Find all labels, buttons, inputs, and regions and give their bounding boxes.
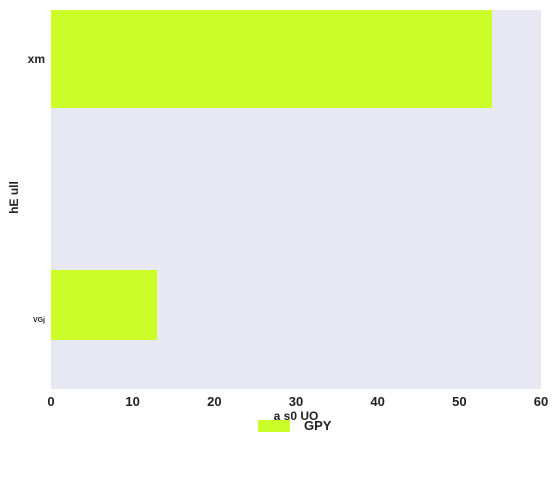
legend-label: GPY [304, 418, 332, 433]
bar-VGj [51, 270, 158, 340]
x-tick-label-60: 60 [534, 394, 548, 409]
bar-xm [51, 10, 492, 108]
y-tick-label-xm: xm [28, 52, 45, 66]
x-tick-label-10: 10 [125, 394, 139, 409]
x-tick-label-50: 50 [452, 394, 466, 409]
legend: GPY [258, 418, 331, 433]
legend-swatch [258, 419, 290, 432]
y-tick-label-VGj: VGj [33, 317, 45, 324]
x-tick-label-40: 40 [370, 394, 384, 409]
y-axis-label: hE ull [7, 181, 21, 214]
x-tick-label-20: 20 [207, 394, 221, 409]
x-tick-label-30: 30 [289, 394, 303, 409]
x-tick-label-0: 0 [47, 394, 54, 409]
